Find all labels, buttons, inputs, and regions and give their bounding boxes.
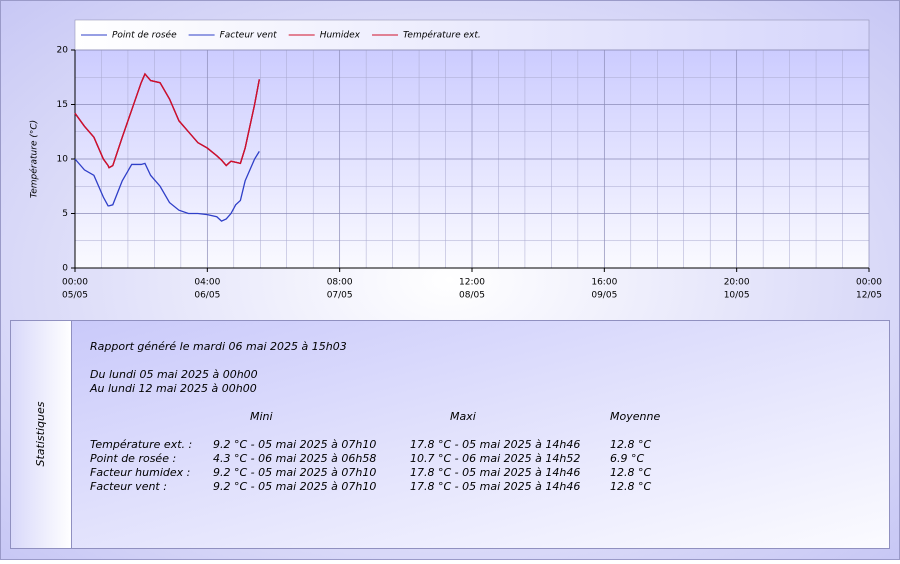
stats-cell: 9.2 °C - 05 mai 2025 à 07h10 <box>213 480 376 493</box>
stats-header: Moyenne <box>610 410 660 423</box>
stats-header: Maxi <box>450 410 476 423</box>
x-tick-label: 04:00 <box>194 278 220 288</box>
period-to: Au lundi 12 mai 2025 à 00h00 <box>89 382 257 395</box>
x-tick-sublabel: 08/05 <box>459 291 485 301</box>
y-tick-label: 0 <box>62 264 68 274</box>
stats-cell: 17.8 °C - 05 mai 2025 à 14h46 <box>410 438 580 451</box>
lines: Point de rosée Facteur vent Humidex Tempéra… <box>74 30 481 222</box>
stats-strip <box>10 320 72 549</box>
stats-cell: 6.9 °C <box>610 452 644 465</box>
x-tick-sublabel: 06/05 <box>194 291 220 301</box>
stats-cell: 17.8 °C - 05 mai 2025 à 14h46 <box>410 466 580 479</box>
period-from: Du lundi 05 mai 2025 à 00h00 <box>90 368 258 381</box>
stats-panel <box>10 320 890 549</box>
stats-cell: 10.7 °C - 06 mai 2025 à 14h52 <box>410 452 580 465</box>
stats-header: Mini <box>250 410 273 423</box>
y-axis-label: Température (°C) <box>29 120 40 198</box>
x-tick-label: 16:00 <box>591 278 617 288</box>
legend-label: Température ext. <box>403 30 481 41</box>
report-date: Rapport généré le mardi 06 mai 2025 à 15… <box>90 340 347 353</box>
x-tick-label: 08:00 <box>327 278 353 288</box>
stats-cell: Point de rosée : <box>90 452 176 465</box>
x-tick-label: 00:00 <box>856 278 882 288</box>
stats-cell: 9.2 °C - 05 mai 2025 à 07h10 <box>213 466 376 479</box>
stats-cell: 12.8 °C <box>610 438 651 451</box>
legend-label: Point de rosée <box>112 30 177 41</box>
x-tick-sublabel: 09/05 <box>591 291 617 301</box>
series-line <box>74 151 260 222</box>
legend-label: Humidex <box>320 31 361 41</box>
y-tick-label: 10 <box>57 155 69 165</box>
x-tick-sublabel: 12/05 <box>856 291 882 301</box>
stats-cell: 12.8 °C <box>610 466 651 479</box>
series-line <box>74 72 260 169</box>
x-tick-sublabel: 07/05 <box>327 291 353 301</box>
stats-cell: Température ext. : <box>90 438 192 451</box>
legend-label: Facteur vent <box>220 31 278 41</box>
x-tick-sublabel: 05/05 <box>62 291 88 301</box>
y-tick-label: 20 <box>57 46 69 56</box>
x-tick-label: 00:00 <box>62 278 88 288</box>
x-tick-label: 12:00 <box>459 278 485 288</box>
y-tick-label: 15 <box>57 100 68 110</box>
stats-text: Rapport généré le mardi 06 mai 2025 à 15… <box>89 340 660 493</box>
stats-cell: Facteur vent : <box>90 480 167 493</box>
x-tick-label: 20:00 <box>724 278 750 288</box>
stats-cell: Facteur humidex : <box>90 466 190 479</box>
stats-cell: 17.8 °C - 05 mai 2025 à 14h46 <box>410 480 580 493</box>
stats-cell: 12.8 °C <box>610 480 651 493</box>
stats-cell: 9.2 °C - 05 mai 2025 à 07h10 <box>213 438 376 451</box>
x-tick-sublabel: 10/05 <box>724 291 750 301</box>
stats-title: Statistiques <box>34 401 47 466</box>
stats-cell: 4.3 °C - 06 mai 2025 à 06h58 <box>213 452 376 465</box>
grid: 0 5 10 15 20 00:00 05/05 04:00 06/05 08:00 07/05 12… <box>57 46 883 301</box>
y-tick-label: 5 <box>62 209 68 219</box>
